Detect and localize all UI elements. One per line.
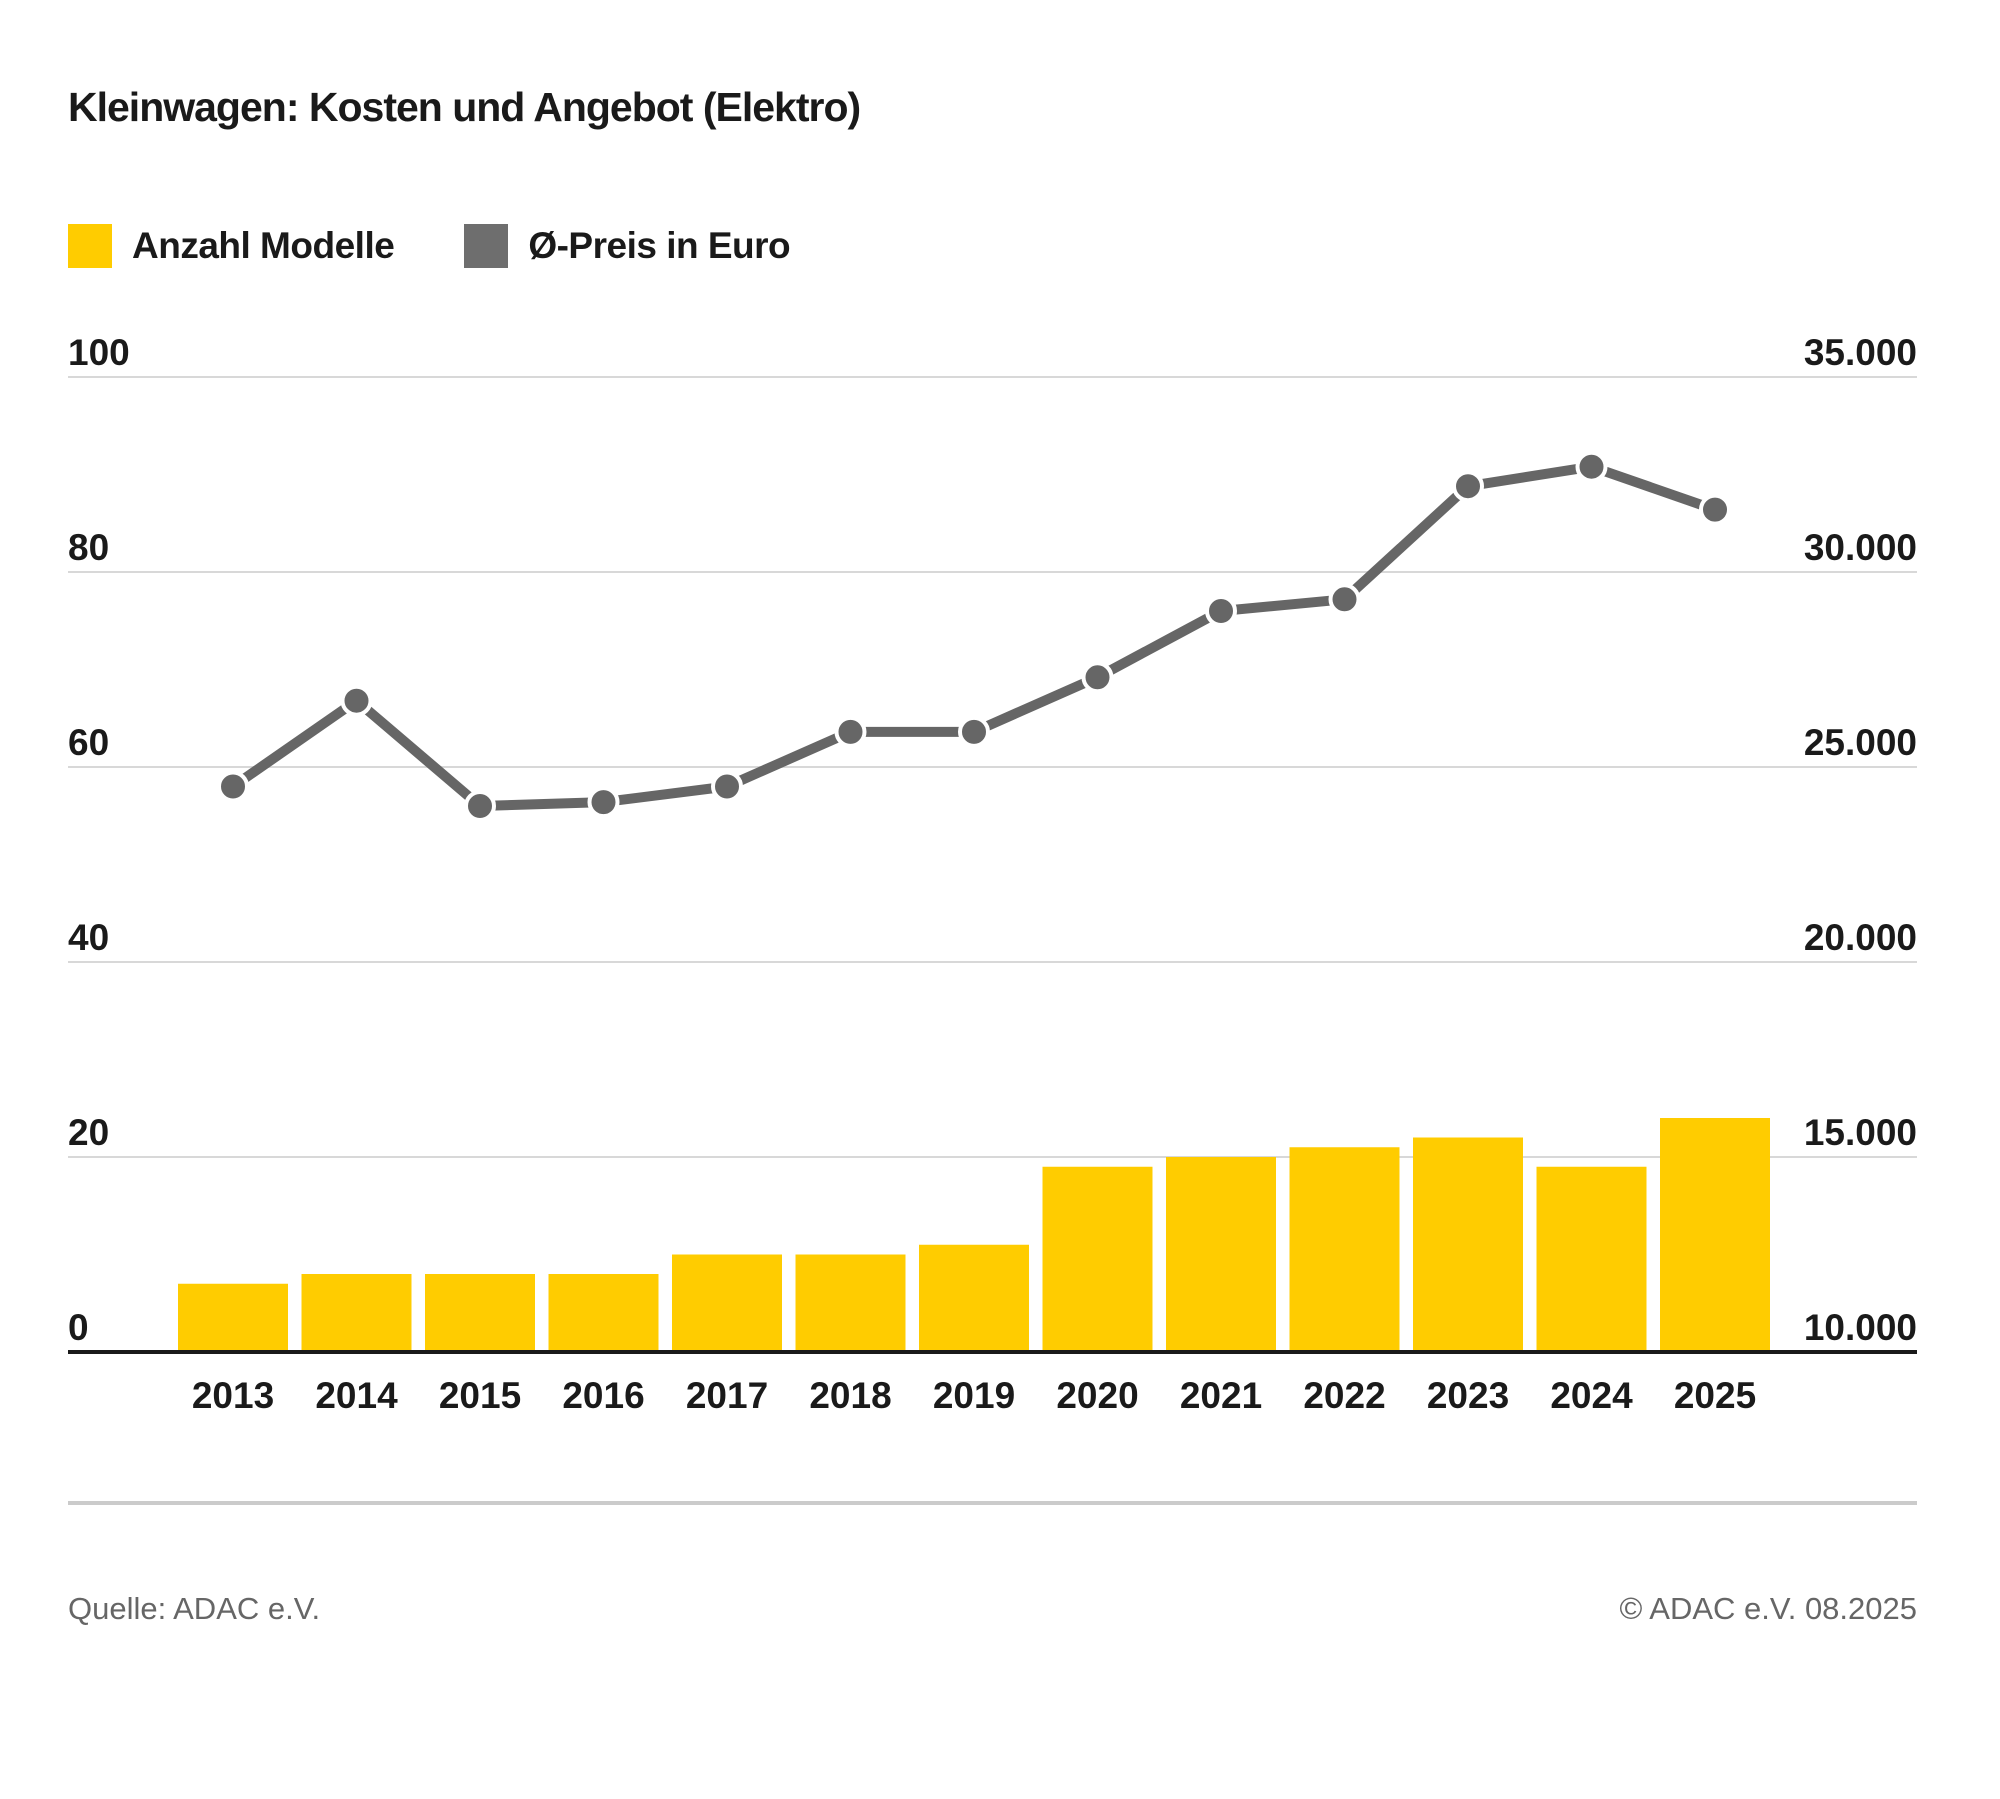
bar-2019 xyxy=(919,1244,1029,1352)
right-axis-tick-25.000: 25.000 xyxy=(1804,722,1917,763)
footer-divider xyxy=(68,1501,1917,1505)
x-tick-2023: 2023 xyxy=(1427,1375,1509,1416)
bar-2016 xyxy=(548,1274,659,1352)
right-axis-tick-35.000: 35.000 xyxy=(1804,332,1917,373)
bar-2014 xyxy=(301,1274,412,1352)
left-axis-tick-60: 60 xyxy=(68,722,109,763)
right-axis-tick-15.000: 15.000 xyxy=(1804,1112,1917,1153)
bar-2015 xyxy=(425,1274,535,1352)
price-point-2023 xyxy=(1452,470,1484,503)
x-tick-2016: 2016 xyxy=(562,1375,644,1416)
x-tick-2022: 2022 xyxy=(1303,1375,1385,1416)
legend: Anzahl Modelle Ø-Preis in Euro xyxy=(68,224,791,268)
right-axis-tick-30.000: 30.000 xyxy=(1804,527,1917,568)
price-point-2018 xyxy=(834,715,867,748)
bar-2025 xyxy=(1660,1118,1770,1352)
bar-2020 xyxy=(1042,1166,1153,1352)
x-tick-2014: 2014 xyxy=(315,1375,398,1416)
page-title: Kleinwagen: Kosten und Angebot (Elektro) xyxy=(68,84,861,130)
price-swatch-icon xyxy=(464,224,509,268)
price-point-2025 xyxy=(1699,493,1731,526)
price-point-2024 xyxy=(1575,450,1608,483)
source-label: Quelle: ADAC e.V. xyxy=(68,1591,321,1626)
price-point-2019 xyxy=(958,715,990,748)
x-tick-2020: 2020 xyxy=(1056,1375,1138,1416)
right-axis-tick-20.000: 20.000 xyxy=(1804,917,1917,958)
bar-2021 xyxy=(1166,1157,1276,1352)
copyright-label: © ADAC e.V. 08.2025 xyxy=(1619,1591,1917,1626)
bar-2018 xyxy=(795,1254,906,1352)
x-tick-2018: 2018 xyxy=(809,1375,891,1416)
legend-label-price: Ø-Preis in Euro xyxy=(528,225,791,266)
combo-chart: 0 20 40 60 80 100 10.000 15.000 20.000 25.000 30.0… xyxy=(68,332,1917,1416)
price-point-2013 xyxy=(217,770,249,803)
left-axis-tick-80: 80 xyxy=(68,527,109,568)
legend-label-models: Anzahl Modelle xyxy=(132,225,395,266)
x-tick-2025: 2025 xyxy=(1674,1375,1756,1416)
left-axis-tick-20: 20 xyxy=(68,1112,109,1153)
x-tick-2019: 2019 xyxy=(933,1375,1015,1416)
legend-item-models: Anzahl Modelle xyxy=(68,224,395,268)
bar-2024 xyxy=(1536,1166,1647,1352)
left-axis-tick-40: 40 xyxy=(68,917,109,958)
right-axis-tick-10.000: 10.000 xyxy=(1804,1307,1917,1348)
bar-2017 xyxy=(672,1254,782,1352)
x-tick-2021: 2021 xyxy=(1180,1375,1262,1416)
x-tick-2017: 2017 xyxy=(686,1375,768,1416)
models-swatch-icon xyxy=(68,224,112,268)
x-tick-2024: 2024 xyxy=(1550,1375,1633,1416)
left-axis-tick-100: 100 xyxy=(68,332,130,373)
legend-item-price: Ø-Preis in Euro xyxy=(464,224,791,268)
price-point-2014 xyxy=(340,684,373,717)
left-axis-tick-0: 0 xyxy=(68,1307,89,1348)
price-point-2021 xyxy=(1205,595,1237,627)
price-line xyxy=(230,461,1717,811)
bar-2023 xyxy=(1413,1137,1523,1352)
price-point-2017 xyxy=(711,770,743,803)
price-point-2020 xyxy=(1081,661,1114,694)
x-tick-2013: 2013 xyxy=(192,1375,274,1416)
price-point-2016 xyxy=(587,786,620,819)
bar-2022 xyxy=(1289,1147,1400,1352)
price-point-2015 xyxy=(464,790,496,822)
price-point-2022 xyxy=(1328,583,1361,616)
bar-2013 xyxy=(178,1283,288,1352)
x-tick-2015: 2015 xyxy=(439,1375,521,1416)
